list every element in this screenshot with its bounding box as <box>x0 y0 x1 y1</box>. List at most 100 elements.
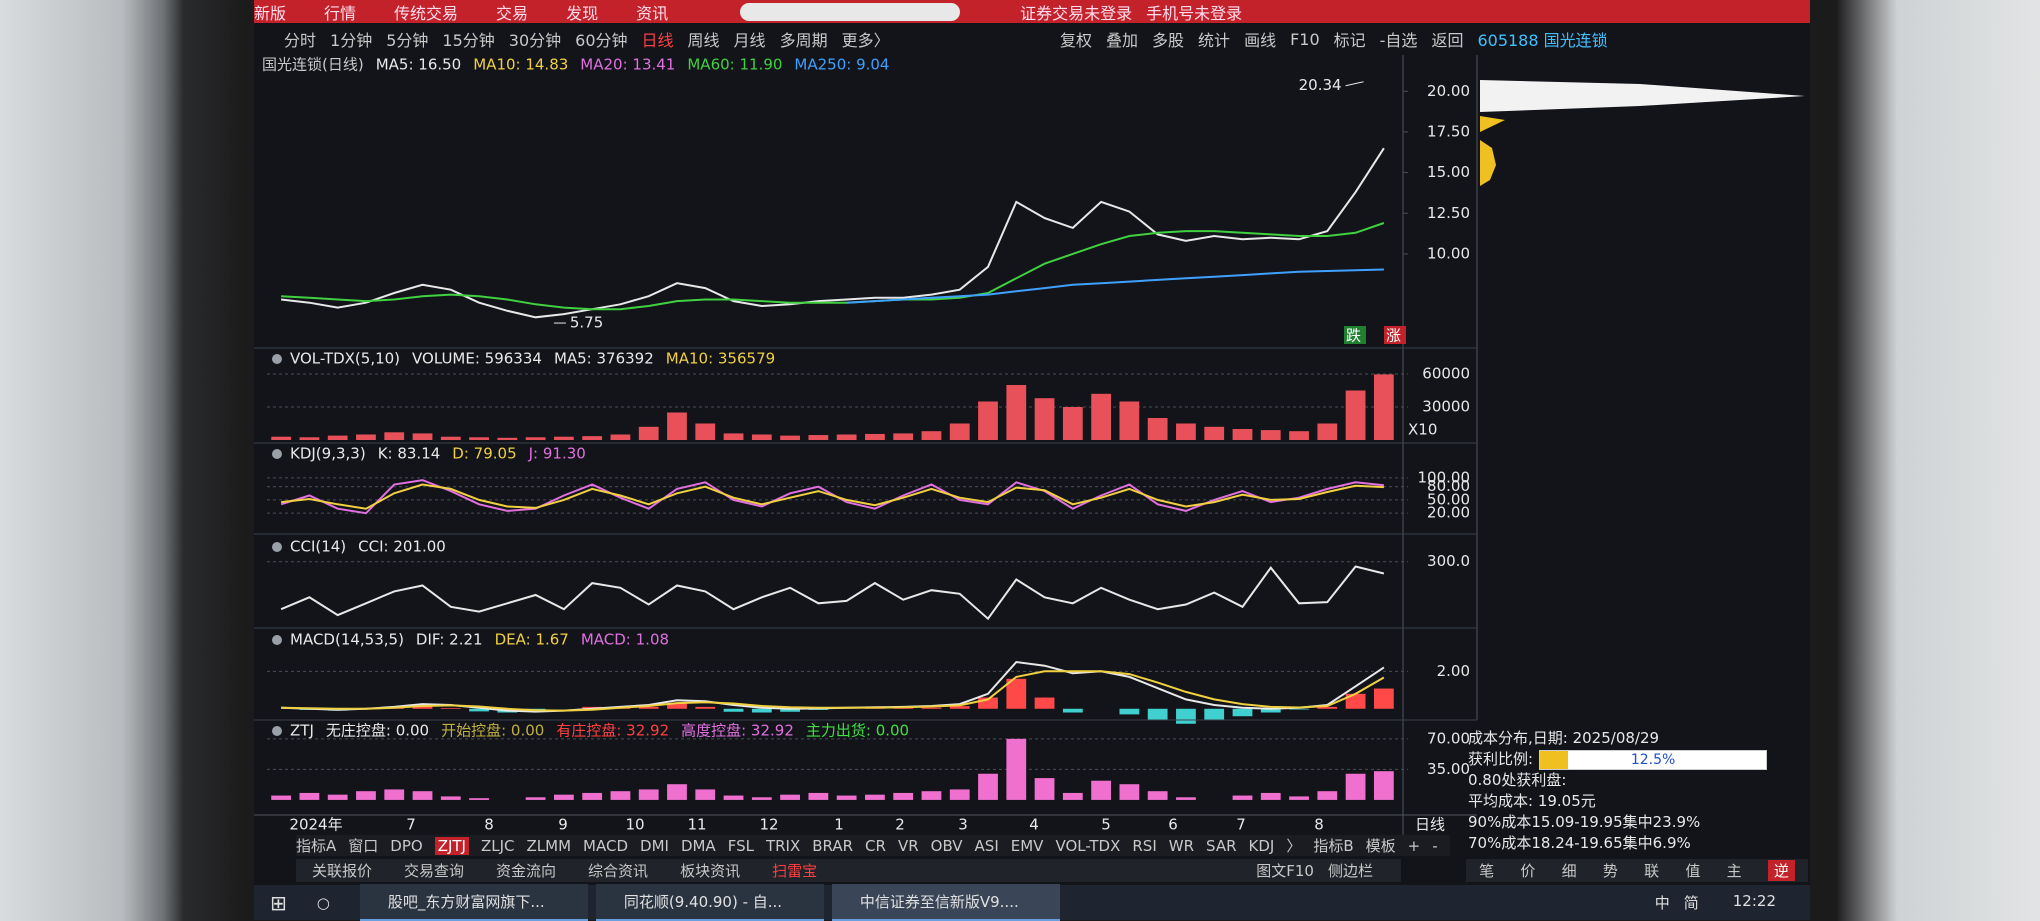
indicator-tab[interactable]: DMI <box>640 836 669 855</box>
indicator-tab[interactable]: ASI <box>974 836 999 855</box>
status-text[interactable]: 证券交易未登录 <box>1020 3 1133 23</box>
bottom-link[interactable]: 交易查询 <box>404 862 465 880</box>
menu-item[interactable]: 交易 <box>496 3 529 23</box>
period-button[interactable]: 多周期 <box>779 31 828 50</box>
task-window[interactable]: 中信证券至信新版V9.... <box>831 884 1060 921</box>
indicator-tab[interactable]: DPO <box>390 836 423 855</box>
menu-item[interactable]: 传统交易 <box>394 3 459 23</box>
tool-button[interactable]: 标记 <box>1333 31 1366 50</box>
task-window[interactable]: 同花顺(9.40.90) - 自... <box>595 884 824 921</box>
period-button[interactable]: 1分钟 <box>330 31 373 50</box>
indicator-tab[interactable]: VR <box>897 836 919 855</box>
side-tab[interactable]: 笔 <box>1479 862 1495 880</box>
bar <box>949 423 970 440</box>
period-button[interactable]: 15分钟 <box>442 31 495 50</box>
bar <box>384 789 405 800</box>
tool-button[interactable]: 统计 <box>1198 31 1231 50</box>
panel-icon <box>272 449 282 459</box>
bar <box>299 437 320 440</box>
menu-item[interactable]: 新版 <box>254 3 287 23</box>
indicator-tab[interactable]: 模板 <box>1365 837 1396 855</box>
side-tab[interactable]: 价 <box>1520 862 1536 880</box>
indicator-tab[interactable]: VOL-TDX <box>1055 836 1121 855</box>
side-tab[interactable]: 细 <box>1561 862 1577 880</box>
legend-entry: MA250: 9.04 <box>794 56 889 74</box>
tool-button[interactable]: 多股 <box>1152 31 1185 50</box>
side-tab[interactable]: 势 <box>1602 862 1618 880</box>
indicator-tab[interactable]: 指标A <box>296 837 337 855</box>
indicator-tab[interactable]: OBV <box>930 836 963 855</box>
bottom-link[interactable]: 板块资讯 <box>680 862 741 880</box>
indicator-tab[interactable]: 指标B <box>1313 837 1354 855</box>
bottom-link[interactable]: 资金流向 <box>496 862 557 880</box>
tool-button[interactable]: 返回 <box>1431 31 1464 50</box>
period-button[interactable]: 5分钟 <box>386 31 429 50</box>
y-tick-label: 20.00 <box>1427 82 1470 100</box>
bar <box>1204 708 1225 720</box>
tool-button[interactable]: -自选 <box>1379 31 1418 50</box>
indicator-tab[interactable]: BRAR <box>812 836 854 855</box>
indicator-tab[interactable]: ZLMM <box>526 836 572 855</box>
tool-button[interactable]: 画线 <box>1244 31 1277 50</box>
side-tab[interactable]: 联 <box>1644 862 1660 880</box>
windows: 股吧_东方财富网旗下... 同花顺(9.40.90) - 自... 中信证券至信新版… <box>359 884 1068 921</box>
side-lines: 0.80处获利盘: 平均成本: 19.05元 90%成本15.09-19.95集中2… <box>1468 770 1767 854</box>
bar <box>978 697 998 709</box>
menu-item[interactable]: 行情 <box>324 3 357 23</box>
bottom-link[interactable]: 扫雷宝 <box>772 862 818 880</box>
bottom-link[interactable]: 侧边栏 <box>1327 862 1373 880</box>
indicator-tab[interactable]: MACD <box>583 836 629 855</box>
indicator-tab[interactable]: DMA <box>680 836 716 855</box>
task-window[interactable]: 股吧_东方财富网旗下... <box>359 884 588 921</box>
period-bar: 分时 1分钟 5分钟 15分钟 30分钟 60分钟 日线 周线 月线 多周期 更多〉 <box>284 26 904 52</box>
side-tab[interactable]: 逆 <box>1767 860 1795 881</box>
tray-item[interactable]: 中 <box>1654 894 1670 912</box>
period-button[interactable]: 分时 <box>284 31 317 50</box>
indicator-tab[interactable]: 窗口 <box>348 837 379 855</box>
tray-item[interactable]: 简 <box>1683 894 1699 912</box>
tool-button[interactable]: 叠加 <box>1106 31 1139 50</box>
period-button[interactable]: 日线 <box>641 31 674 50</box>
tool-button[interactable]: F10 <box>1290 29 1320 49</box>
bar <box>469 708 489 712</box>
bottom-link[interactable]: 关联报价 <box>312 862 373 880</box>
indicator-tab[interactable]: SAR <box>1206 836 1237 855</box>
search-box[interactable] <box>740 2 961 21</box>
bar <box>1373 374 1394 440</box>
side-tab[interactable]: 值 <box>1685 862 1701 880</box>
indicator-tab[interactable]: - <box>1432 836 1438 855</box>
menu-item[interactable]: 发现 <box>566 3 599 23</box>
indicator-tab[interactable]: TRIX <box>765 836 801 855</box>
menu-item[interactable]: 资讯 <box>636 3 669 23</box>
y-tick-label: 70.00 <box>1427 729 1470 747</box>
indicator-tab[interactable]: KDJ <box>1248 836 1275 855</box>
indicator-tab[interactable]: FSL <box>727 836 754 855</box>
tool-button[interactable]: 复权 <box>1060 31 1093 50</box>
side-line: 0.80处获利盘: <box>1468 771 1567 789</box>
status-text[interactable]: 手机号未登录 <box>1146 3 1243 23</box>
period-button[interactable]: 30分钟 <box>508 31 562 50</box>
indicator-tab[interactable]: ZJTJ <box>434 836 469 855</box>
tool-bar: 复权 叠加 多股 统计 画线 F10 标记 -自选 返回 605188 国光连锁 <box>1060 26 1622 52</box>
indicator-tab[interactable]: ZLJC <box>480 836 515 855</box>
indicator-tab[interactable]: CR <box>865 836 886 855</box>
bottom-link[interactable]: 综合资讯 <box>588 862 649 880</box>
start-button[interactable]: ⊞ <box>270 890 287 915</box>
badge: 涨 <box>1386 327 1401 345</box>
side-tab[interactable]: 主 <box>1726 862 1742 880</box>
search-button[interactable]: ○ <box>316 893 330 912</box>
period-button[interactable]: 更多〉 <box>841 31 890 50</box>
bar <box>1006 678 1027 709</box>
bar <box>1373 771 1394 800</box>
bottom-link[interactable]: 图文F10 <box>1256 862 1314 880</box>
indicator-tab[interactable]: EMV <box>1010 836 1044 855</box>
indicator-tab[interactable]: + <box>1407 836 1421 855</box>
period-button[interactable]: 周线 <box>687 31 720 50</box>
bar <box>1289 431 1309 440</box>
indicator-tab[interactable]: RSI <box>1132 836 1157 855</box>
indicator-tab[interactable]: 〉 <box>1286 837 1302 855</box>
bar <box>1232 708 1253 717</box>
period-button[interactable]: 月线 <box>733 31 766 50</box>
period-button[interactable]: 60分钟 <box>575 31 628 50</box>
indicator-tab[interactable]: WR <box>1168 836 1195 855</box>
